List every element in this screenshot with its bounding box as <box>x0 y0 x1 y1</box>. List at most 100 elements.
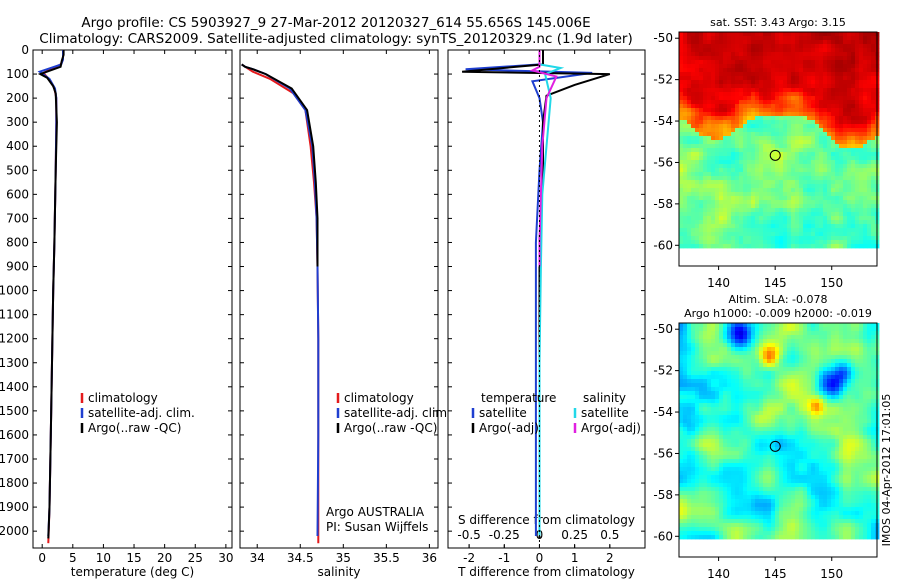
heatmap-cell <box>679 439 684 444</box>
heatmap-cell <box>691 68 696 73</box>
heatmap-cell <box>711 224 716 229</box>
heatmap-cell <box>839 64 844 69</box>
heatmap-cell <box>847 88 852 93</box>
heatmap-cell <box>723 479 728 484</box>
heatmap-cell <box>687 100 692 105</box>
heatmap-cell <box>835 232 840 237</box>
heatmap-cell <box>859 80 864 85</box>
heatmap-cell <box>855 172 860 177</box>
heatmap-cell <box>811 415 816 420</box>
heatmap-cell <box>767 88 772 93</box>
heatmap-cell <box>791 128 796 133</box>
heatmap-cell <box>835 44 840 49</box>
heatmap-cell <box>831 148 836 153</box>
heatmap-cell <box>791 88 796 93</box>
heatmap-cell <box>811 343 816 348</box>
heatmap-cell <box>871 216 876 221</box>
heatmap-cell <box>739 327 744 332</box>
heatmap-cell <box>759 435 764 440</box>
heatmap-cell <box>807 375 812 380</box>
heatmap-cell <box>751 96 756 101</box>
heatmap-cell <box>803 359 808 364</box>
heatmap-cell <box>759 80 764 85</box>
heatmap-cell <box>679 503 684 508</box>
heatmap-cell <box>751 84 756 89</box>
heatmap-cell <box>779 48 784 53</box>
heatmap-cell <box>707 463 712 468</box>
heatmap-cell <box>847 244 852 249</box>
heatmap-cell <box>855 164 860 169</box>
heatmap-cell <box>743 68 748 73</box>
heatmap-cell <box>811 483 816 488</box>
heatmap-cell <box>731 244 736 249</box>
heatmap-cell <box>707 224 712 229</box>
heatmap-cell <box>755 443 760 448</box>
heatmap-cell <box>767 104 772 109</box>
heatmap-cell <box>783 176 788 181</box>
heatmap-cell <box>827 168 832 173</box>
heatmap-cell <box>799 439 804 444</box>
heatmap-cell <box>791 431 796 436</box>
heatmap-cell <box>859 84 864 89</box>
heatmap-cell <box>735 391 740 396</box>
heatmap-cell <box>683 399 688 404</box>
heatmap-cell <box>867 120 872 125</box>
heatmap-cell <box>775 323 780 328</box>
heatmap-cell <box>763 104 768 109</box>
heatmap-cell <box>799 240 804 245</box>
heatmap-cell <box>679 120 684 125</box>
heatmap-cell <box>759 88 764 93</box>
heatmap-cell <box>803 527 808 532</box>
heatmap-cell <box>819 327 824 332</box>
heatmap-cell <box>767 495 772 500</box>
heatmap-cell <box>755 136 760 141</box>
heatmap-cell <box>691 323 696 328</box>
heatmap-cell <box>823 228 828 233</box>
heatmap-cell <box>739 76 744 81</box>
heatmap-cell <box>735 527 740 532</box>
heatmap-cell <box>743 443 748 448</box>
heatmap-cell <box>687 467 692 472</box>
heatmap-cell <box>739 511 744 516</box>
heatmap-cell <box>819 371 824 376</box>
heatmap-cell <box>791 347 796 352</box>
heatmap-cell <box>723 116 728 121</box>
heatmap-cell <box>743 128 748 133</box>
heatmap-cell <box>803 72 808 77</box>
heatmap-cell <box>803 132 808 137</box>
heatmap-cell <box>835 132 840 137</box>
heatmap-cell <box>791 124 796 129</box>
heatmap-cell <box>699 184 704 189</box>
heatmap-cell <box>731 499 736 504</box>
heatmap-cell <box>755 423 760 428</box>
heatmap-cell <box>731 415 736 420</box>
heatmap-cell <box>863 72 868 77</box>
heatmap-cell <box>711 443 716 448</box>
heatmap-cell <box>843 100 848 105</box>
heatmap-cell <box>751 240 756 245</box>
heatmap-cell <box>691 415 696 420</box>
heatmap-cell <box>863 92 868 97</box>
heatmap-cell <box>723 64 728 69</box>
heatmap-cell <box>715 463 720 468</box>
heatmap-cell <box>719 92 724 97</box>
heatmap-cell <box>799 76 804 81</box>
heatmap-cell <box>763 144 768 149</box>
heatmap-cell <box>707 140 712 145</box>
heatmap-cell <box>823 379 828 384</box>
heatmap-cell <box>691 192 696 197</box>
heatmap-cell <box>703 128 708 133</box>
heatmap-cell <box>707 212 712 217</box>
heatmap-cell <box>727 136 732 141</box>
heatmap-cell <box>707 184 712 189</box>
heatmap-cell <box>743 180 748 185</box>
heatmap-cell <box>831 156 836 161</box>
heatmap-cell <box>683 439 688 444</box>
heatmap-cell <box>819 471 824 476</box>
heatmap-cell <box>743 32 748 37</box>
heatmap-cell <box>743 331 748 336</box>
heatmap-cell <box>707 136 712 141</box>
heatmap-cell <box>755 92 760 97</box>
heatmap-cell <box>707 160 712 165</box>
heatmap-cell <box>843 208 848 213</box>
